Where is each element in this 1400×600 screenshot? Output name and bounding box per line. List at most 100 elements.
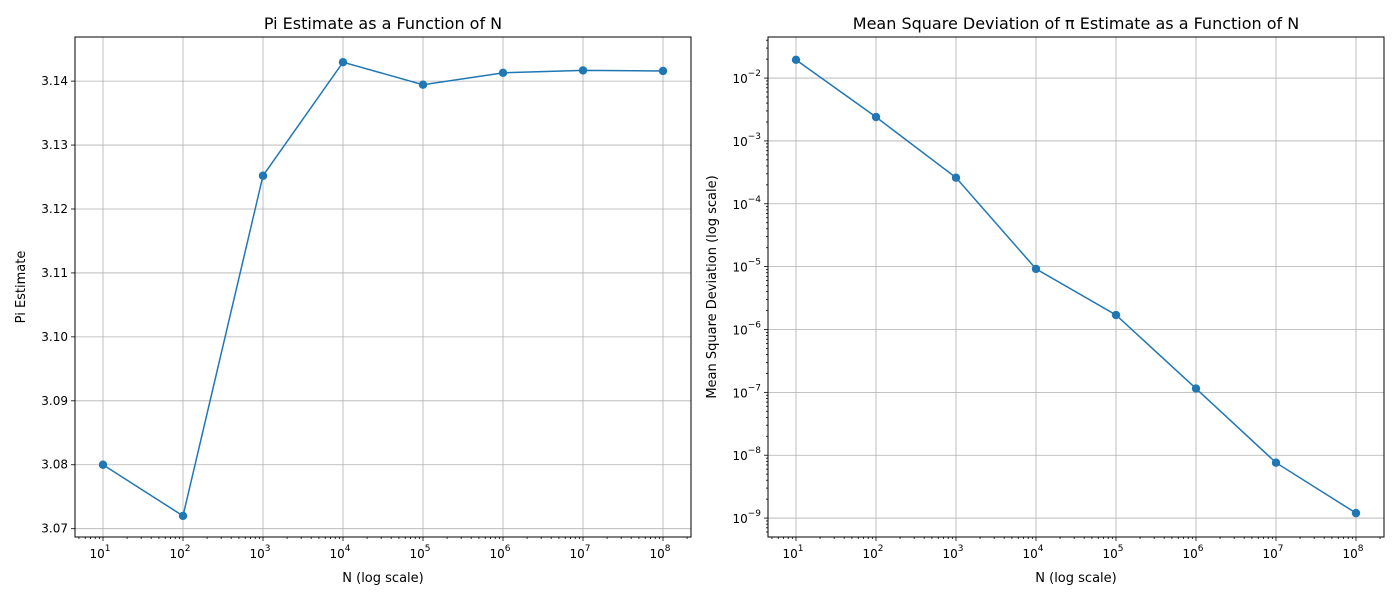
x-axis-label: N (log scale): [342, 571, 423, 586]
x-tick-label: 102: [169, 544, 190, 561]
chart-title: Mean Square Deviation of π Estimate as a…: [853, 14, 1299, 33]
y-tick-label: 3.13: [41, 138, 68, 152]
tick-label-base: 10: [1022, 547, 1037, 561]
x-tick-label: 103: [249, 544, 270, 561]
tick-label-base: 10: [732, 198, 747, 212]
tick-label-base: 10: [329, 547, 344, 561]
data-point: [1351, 508, 1361, 518]
data-point: [418, 80, 428, 89]
x-tick-label: 107: [1262, 544, 1283, 561]
tick-label-base: 10: [862, 547, 877, 561]
tick-label-exponent: −4: [748, 195, 762, 205]
tick-label-exponent: 1: [798, 544, 804, 554]
x-tick-label: 108: [649, 544, 670, 561]
tick-label-base: 10: [732, 449, 747, 463]
tick-label-exponent: 8: [1358, 544, 1364, 554]
x-tick-label: 106: [489, 544, 510, 561]
tick-label-base: 10: [782, 547, 797, 561]
tick-label-exponent: 4: [1038, 544, 1044, 554]
plot-frame: [767, 36, 1385, 538]
y-axis-label: Pi Estimate: [14, 251, 29, 324]
tick-label-base: 10: [649, 547, 664, 561]
data-point: [1191, 384, 1201, 393]
series-line: [795, 59, 1357, 514]
tick-label-base: 10: [732, 261, 747, 275]
tick-label-base: 10: [732, 72, 747, 86]
tick-label-base: 10: [732, 135, 747, 149]
data-point: [338, 57, 348, 67]
data-point: [791, 55, 801, 65]
tick-label-base: 10: [732, 323, 747, 337]
tick-label-base: 10: [1182, 547, 1197, 561]
tick-label-base: 10: [732, 512, 747, 526]
data-point: [178, 511, 188, 521]
tick-label-base: 10: [942, 547, 957, 561]
y-tick-label: 3.14: [41, 74, 68, 88]
y-tick-label: 10−7: [732, 383, 761, 400]
tick-label-base: 10: [89, 547, 104, 561]
tick-label-exponent: −7: [748, 383, 761, 393]
tick-label-exponent: 2: [878, 544, 884, 554]
y-tick-label: 3.08: [41, 458, 68, 472]
y-tick-label: 10−4: [732, 195, 761, 212]
data-point: [1271, 458, 1281, 467]
tick-label-exponent: −5: [748, 258, 761, 268]
mean-square-deviation-chart: Mean Square Deviation of π Estimate as a…: [705, 14, 1385, 586]
axis-ticks: 101 102 103 104 105 106 107 1083.073.083.093.10…: [41, 74, 688, 561]
grid: [768, 37, 1384, 537]
y-tick-label: 3.07: [41, 522, 68, 536]
tick-label-exponent: −9: [748, 509, 762, 519]
y-tick-label: 3.09: [41, 394, 68, 408]
tick-label-exponent: −3: [748, 132, 761, 142]
tick-label-base: 10: [732, 386, 747, 400]
tick-label-exponent: 5: [425, 544, 431, 554]
data-point: [498, 68, 508, 78]
tick-label-base: 10: [1102, 547, 1117, 561]
chart-title: Pi Estimate as a Function of N: [264, 14, 502, 33]
x-tick-label: 108: [1342, 544, 1363, 561]
tick-label-exponent: 2: [185, 544, 191, 554]
y-tick-label: 3.10: [41, 330, 68, 344]
x-tick-label: 103: [942, 544, 963, 561]
y-tick-label: 10−6: [732, 320, 761, 337]
tick-label-base: 10: [249, 547, 264, 561]
grid: [75, 37, 691, 537]
tick-label-exponent: −6: [748, 320, 762, 330]
y-tick-label: 3.12: [41, 202, 68, 216]
data-point: [658, 66, 668, 76]
y-tick-label: 10−5: [732, 258, 761, 275]
tick-label-exponent: 6: [505, 544, 511, 554]
tick-label-exponent: 3: [265, 544, 271, 554]
y-tick-label: 10−8: [732, 446, 761, 463]
tick-label-base: 10: [169, 547, 184, 561]
series-layer: [791, 55, 1361, 518]
y-axis-label: Mean Square Deviation (log scale): [705, 175, 720, 398]
y-tick-label: 10−2: [732, 69, 761, 86]
tick-label-base: 10: [1342, 547, 1357, 561]
tick-label-base: 10: [489, 547, 504, 561]
data-point: [951, 173, 961, 182]
series-line: [102, 61, 664, 518]
data-point: [258, 171, 268, 180]
axis-ticks: 101 102 103 104 105 106 107 10810−910−810−710−6…: [732, 39, 1381, 561]
tick-label-base: 10: [1262, 547, 1277, 561]
x-tick-label: 102: [862, 544, 883, 561]
x-tick-label: 104: [1022, 544, 1043, 561]
x-tick-label: 107: [569, 544, 590, 561]
data-point: [1031, 264, 1041, 274]
tick-label-exponent: −8: [748, 446, 762, 456]
x-tick-label: 104: [329, 544, 350, 561]
data-point: [578, 66, 588, 75]
x-tick-label: 106: [1182, 544, 1203, 561]
y-tick-label: 3.11: [41, 266, 68, 280]
plot-frame: [74, 36, 692, 538]
x-tick-label: 105: [1102, 544, 1123, 561]
tick-label-exponent: 8: [665, 544, 671, 554]
tick-label-exponent: −2: [748, 69, 761, 79]
data-point: [1111, 310, 1121, 320]
tick-label-base: 10: [569, 547, 584, 561]
tick-label-exponent: 4: [345, 544, 351, 554]
x-tick-label: 105: [409, 544, 430, 561]
data-point: [98, 460, 108, 469]
